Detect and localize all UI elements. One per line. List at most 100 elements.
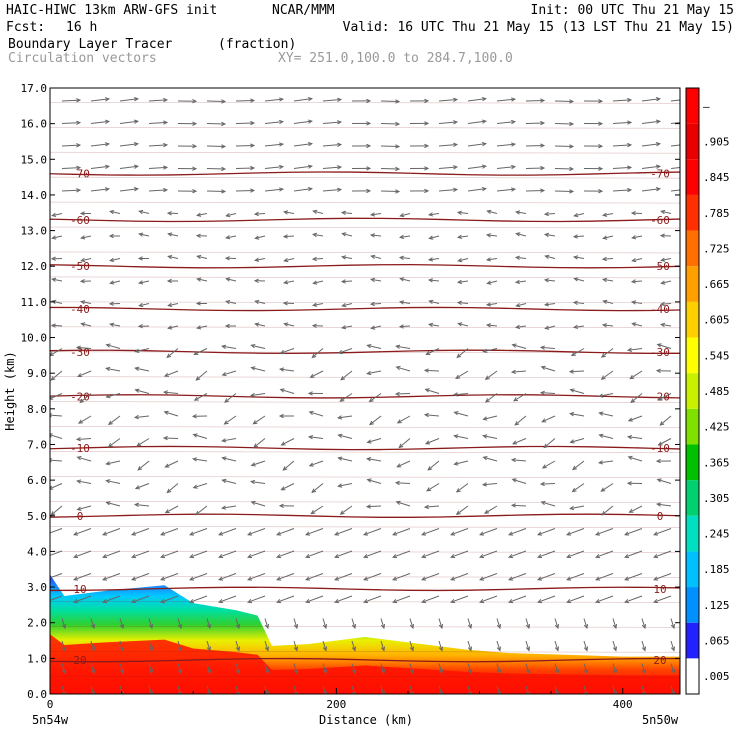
vector-arrowhead [525,669,531,675]
vector-arrowhead [119,624,125,630]
vector-arrowhead [191,414,197,419]
vector-arrowhead [75,437,81,442]
y-tick-label: 6.0 [27,474,47,487]
vector-arrowhead [510,457,516,463]
circulation-vector [280,368,295,372]
vector-arrowhead [484,375,490,380]
circulation-vector [483,483,498,486]
vector-arrowhead [482,456,488,461]
vector-arrowhead [160,576,166,581]
vector-arrowhead [485,257,492,262]
circulation-vector [595,550,614,558]
vector-arrowhead [137,256,143,261]
circulation-vector [50,573,63,579]
circulation-vector [102,550,121,558]
circulation-vector [148,144,167,147]
circulation-vector [309,436,324,439]
vector-arrowhead [163,142,169,148]
vector-arrowhead [569,144,575,149]
vector-arrowhead [61,669,67,675]
circulation-vector [426,348,440,355]
circulation-vector [516,280,527,283]
vector-arrowhead [366,370,372,376]
y-tick-label: 9.0 [27,367,47,380]
circulation-vector [612,166,631,169]
vector-arrowhead [539,481,545,487]
circulation-vector [409,618,414,629]
vector-arrowhead [425,350,431,355]
circulation-vector [570,389,585,394]
circulation-vector [653,528,672,536]
circulation-vector [255,323,266,327]
minor-contour [50,501,680,503]
circulation-vector [139,210,150,214]
circulation-vector [661,280,672,284]
vector-arrowhead [283,322,289,327]
circulation-vector [570,438,585,443]
vector-arrowhead [131,531,137,536]
vector-arrowhead [366,121,372,126]
circulation-vector [276,528,295,536]
circulation-vector [599,460,614,464]
vector-arrowhead [612,624,618,630]
vector-arrowhead [570,351,576,357]
vector-arrowhead [659,301,665,307]
circulation-vector [566,595,585,603]
circulation-vector [50,550,63,556]
vector-arrowhead [543,232,550,238]
circulation-vector [106,460,121,465]
vector-arrowhead [428,299,434,305]
vector-arrowhead [624,576,630,581]
minor-contour [50,426,680,428]
vector-arrowhead [192,433,198,438]
xy-range: XY= 251.0,100.0 to 284.7,100.0 [278,51,513,66]
vector-arrowhead [192,457,198,462]
y-tick-label: 17.0 [21,82,48,95]
circulation-vector [670,640,675,651]
y-tick-label: 5.0 [27,510,47,523]
vector-arrowhead [293,646,299,652]
vector-arrowhead [221,456,227,461]
vector-arrowhead [193,350,199,355]
vector-arrowhead [278,97,285,102]
circulation-vector [454,460,469,465]
circulation-vector [603,278,614,282]
vector-arrowhead [206,624,212,630]
circulation-vector [612,663,617,674]
colorbar-label: .065 [703,635,730,648]
circulation-vector [569,370,585,373]
vector-arrowhead [250,143,256,148]
vector-arrowhead [566,531,572,536]
circulation-vector [467,165,486,169]
vector-arrowhead [424,121,430,126]
vector-arrowhead [221,166,227,172]
vector-arrowhead [624,531,630,536]
vector-arrowhead [307,119,313,124]
circulation-vector [425,438,440,445]
vector-arrowhead [424,166,430,171]
circulation-vector [612,618,617,629]
vector-arrowhead [192,98,198,104]
temperature-contour [50,349,680,355]
vector-arrowhead [629,374,635,380]
colorbar-segment [686,123,699,160]
circulation-vector [380,145,400,148]
circulation-vector [90,618,95,629]
circulation-vector [632,258,643,262]
contour-label: -60 [650,214,670,227]
circulation-vector [102,573,121,581]
vector-arrowhead [105,394,111,399]
circulation-vector [50,505,63,516]
circulation-vector [380,190,400,193]
circulation-vector [632,323,643,327]
circulation-vector [399,325,411,328]
vector-arrowhead [61,646,67,652]
vector-arrowhead [312,209,318,215]
colorbar-segment [686,301,699,338]
vector-arrowhead [45,599,49,602]
contour-label: -10 [70,442,90,455]
vector-arrowhead [166,488,172,494]
circulation-vector [438,166,457,169]
circulation-vector [483,348,498,353]
circulation-vector [544,213,556,215]
